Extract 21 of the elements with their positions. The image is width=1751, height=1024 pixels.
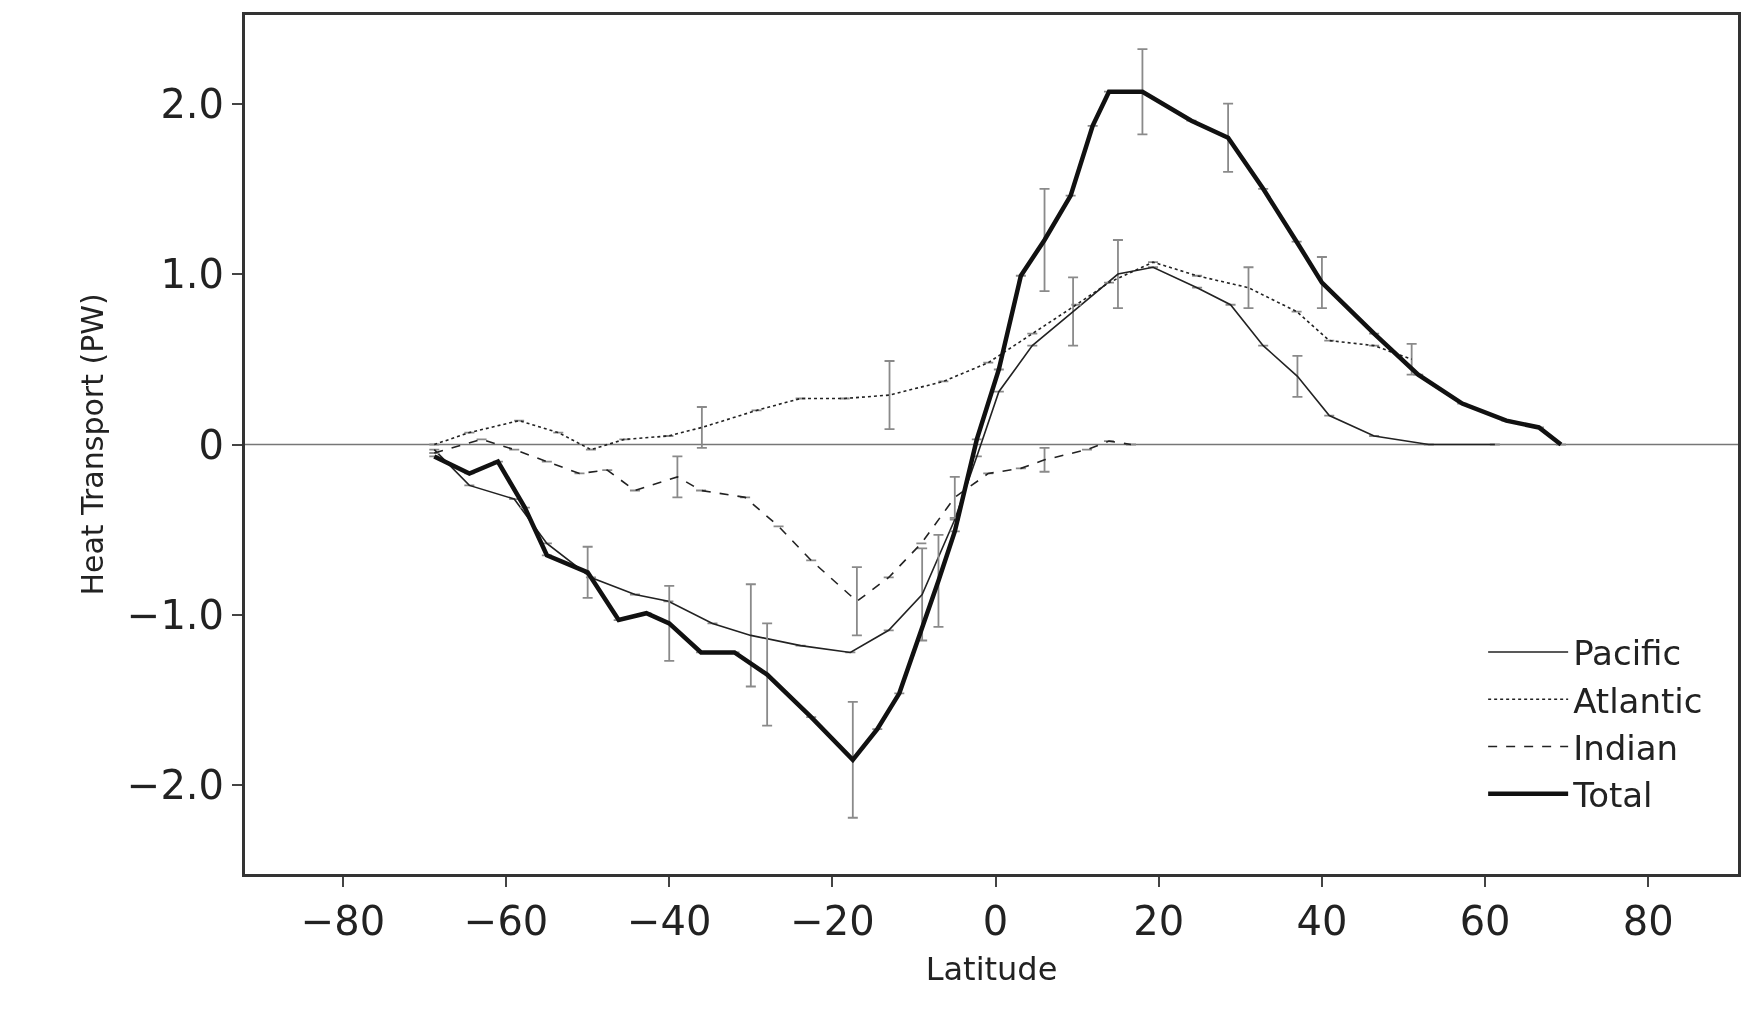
x-tick-label: 60 — [1459, 898, 1511, 944]
x-tick-label: 80 — [1622, 898, 1674, 944]
x-tick-label: −80 — [300, 898, 386, 944]
legend-label: Pacific — [1573, 633, 1682, 674]
legend-label: Total — [1572, 774, 1653, 815]
y-axis-title: Heat Transport (PW) — [74, 293, 110, 596]
y-tick-label: 2.0 — [160, 80, 224, 127]
x-tick-label: −60 — [463, 898, 549, 944]
y-tick-label: 0 — [198, 421, 224, 468]
x-tick-label: −20 — [790, 898, 875, 944]
x-tick-label: −40 — [627, 898, 712, 944]
y-tick-label: −1.0 — [126, 591, 224, 638]
x-tick-label: 0 — [982, 898, 1009, 944]
x-tick-label: 40 — [1296, 898, 1348, 944]
line-series — [432, 89, 1564, 763]
legend-label: Atlantic — [1573, 680, 1703, 721]
x-tick-label: 20 — [1133, 898, 1185, 944]
y-tick-label: 1.0 — [160, 251, 224, 298]
y-tick-label: −2.0 — [126, 762, 224, 809]
x-axis-title: Latitude — [925, 949, 1058, 988]
legend-label: Indian — [1573, 727, 1679, 768]
